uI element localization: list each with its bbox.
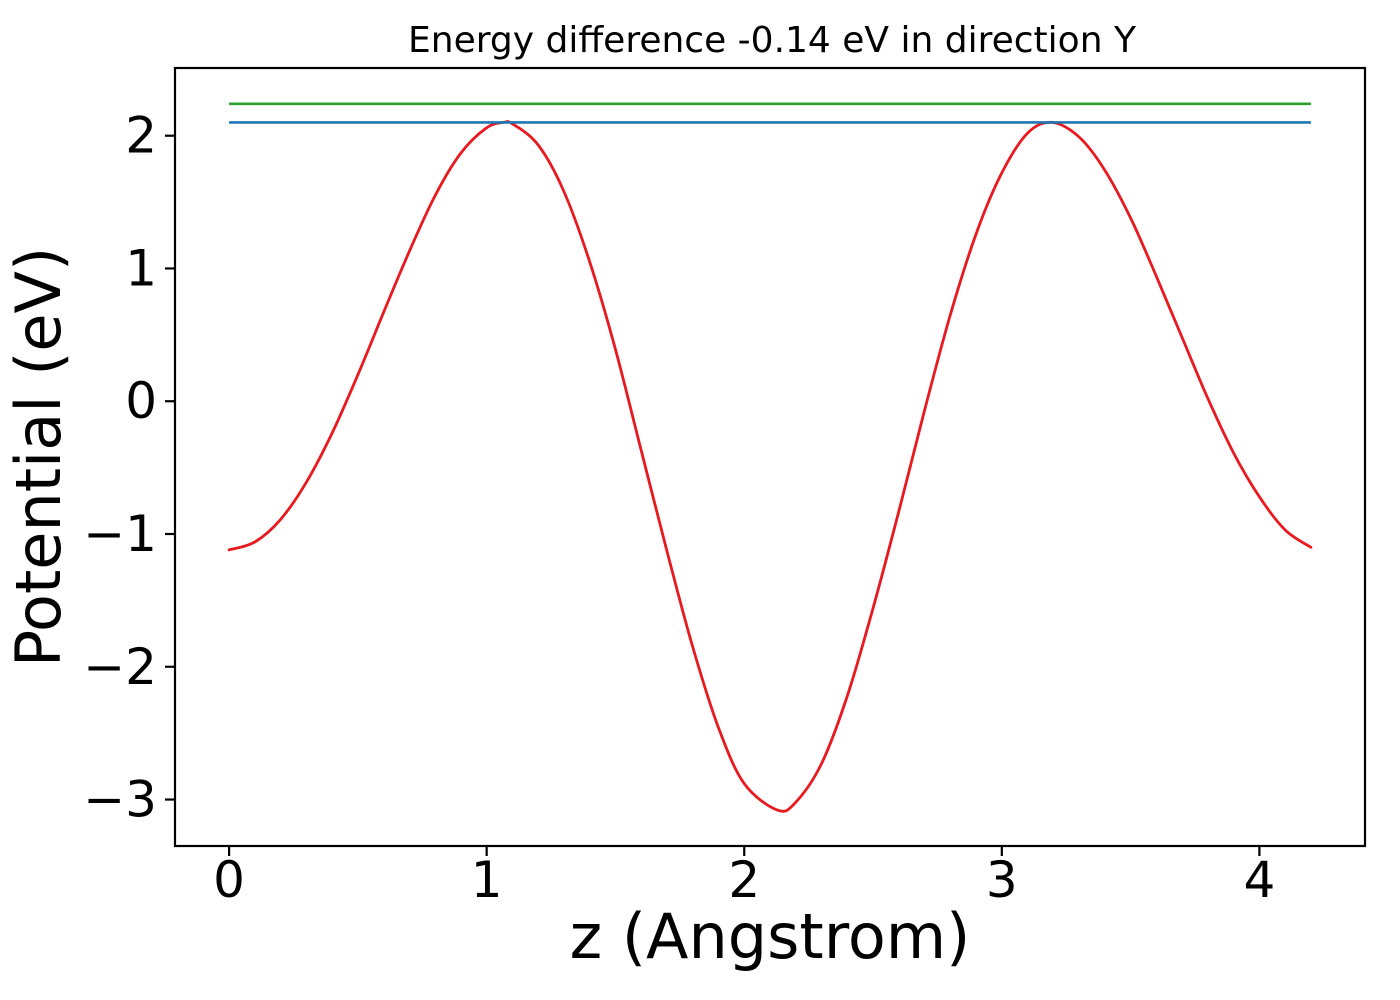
y-tick-label: −3 bbox=[83, 771, 157, 829]
chart-title: Energy difference -0.14 eV in direction … bbox=[408, 20, 1137, 61]
x-tick-label: 0 bbox=[213, 851, 245, 909]
y-tick-label: 1 bbox=[125, 239, 157, 297]
axes-spines bbox=[173, 66, 1367, 848]
y-tick-label: −1 bbox=[83, 505, 157, 563]
y-axis-label: Potential (eV) bbox=[2, 247, 75, 667]
potential-profile-curve bbox=[227, 120, 1313, 813]
y-tick-label: −2 bbox=[83, 638, 157, 696]
plot-area: 0 1 2 3 4 −3 −2 −1 0 1 2 bbox=[83, 66, 1367, 909]
y-tick-label: 0 bbox=[125, 372, 157, 430]
x-axis-label: z (Angstrom) bbox=[570, 900, 971, 973]
x-tick-label: 1 bbox=[471, 851, 503, 909]
x-tick-label: 2 bbox=[728, 851, 760, 909]
y-tick-label: 2 bbox=[125, 107, 157, 165]
x-tick-label: 3 bbox=[986, 851, 1018, 909]
x-tick-label: 4 bbox=[1243, 851, 1275, 909]
